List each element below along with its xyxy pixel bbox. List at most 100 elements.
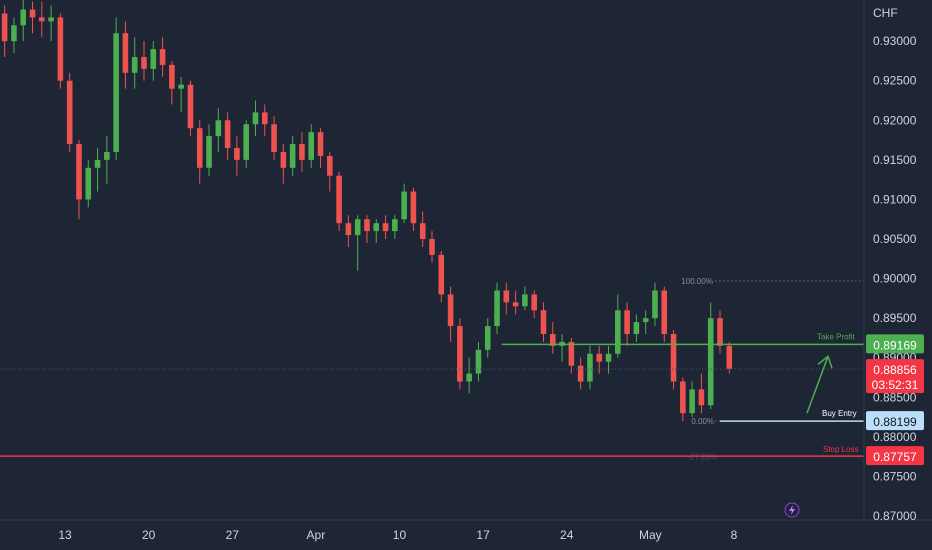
candle-body: [261, 112, 268, 125]
candle-body: [419, 223, 426, 240]
price-tick-label: 0.92500: [873, 74, 917, 88]
candle-body: [652, 290, 658, 319]
candle: [308, 124, 315, 168]
candle-body: [522, 294, 528, 307]
candle-body: [104, 151, 110, 160]
candle: [680, 377, 686, 422]
price-tick-label: 0.93000: [873, 34, 917, 48]
candle: [252, 100, 259, 137]
candle-body: [178, 84, 184, 89]
price-tick-label: 0.87000: [873, 509, 917, 523]
candle-body: [615, 310, 621, 354]
candle: [336, 171, 342, 232]
current-price-tag-text: 0.88856: [873, 363, 917, 377]
candle: [20, 0, 27, 42]
candle-body: [457, 326, 463, 382]
candle: [169, 60, 175, 105]
candle: [317, 128, 324, 168]
time-tick-label: 24: [560, 528, 574, 542]
candle-body: [299, 144, 305, 160]
candle: [29, 1, 36, 34]
candle-body: [11, 25, 17, 42]
candle: [503, 282, 510, 315]
price-tick-label: 0.91000: [873, 192, 917, 206]
candle: [494, 282, 500, 335]
candle-body: [494, 290, 500, 327]
candle: [150, 41, 157, 81]
candle-body: [475, 349, 482, 374]
candle: [419, 211, 426, 247]
candle: [484, 318, 491, 358]
candle: [196, 120, 203, 184]
candle-body: [401, 191, 407, 220]
candle-body: [410, 191, 417, 224]
take-profit-label: Take Profit: [817, 332, 856, 341]
candle-body: [596, 353, 603, 362]
candle-body: [429, 239, 435, 255]
candle: [104, 136, 110, 184]
candle-body: [689, 389, 695, 414]
buy-entry-tag-bg: [866, 411, 924, 431]
candle-body: [336, 175, 342, 224]
arrow-head: [817, 355, 833, 369]
candle-body: [577, 365, 584, 382]
candle: [577, 357, 584, 390]
candle-body: [503, 290, 510, 303]
candle: [457, 318, 463, 390]
currency-label: CHF: [873, 6, 898, 20]
candle: [438, 250, 445, 303]
candle-body: [289, 144, 296, 168]
candle: [76, 140, 82, 220]
candle: [354, 215, 361, 271]
candle: [94, 148, 101, 192]
candle: [48, 5, 54, 42]
take-profit-tag: 0.89169: [866, 334, 924, 354]
candle-body: [150, 49, 157, 69]
candle: [698, 373, 705, 414]
candle-body: [642, 318, 649, 323]
stop-loss-label: Stop Loss: [823, 445, 859, 454]
candle-body: [215, 120, 222, 137]
current-price-tag-bg: [866, 359, 924, 394]
candle: [596, 345, 603, 374]
candle: [670, 330, 677, 390]
candle-body: [308, 132, 315, 160]
candle: [243, 120, 249, 168]
candle: [178, 76, 184, 113]
candle-body: [382, 223, 389, 232]
stop-loss-tag-bg: [866, 446, 924, 466]
candle: [587, 345, 593, 390]
candle-body: [466, 373, 472, 382]
candle-body: [66, 80, 73, 145]
candle: [410, 187, 417, 232]
levels-layer: 100.00% 0.00% -27.20% Take Profit Buy Entry S…: [0, 277, 864, 462]
time-axis[interactable]: 13 20 27 Apr 10 17 24 May 8: [58, 528, 737, 542]
candle-body: [196, 128, 203, 168]
price-axis[interactable]: 0.93000 0.92500 0.92000 0.91500 0.91000 0.905…: [873, 34, 917, 523]
candle: [206, 124, 212, 176]
lightning-icon[interactable]: [784, 502, 800, 518]
candle: [345, 215, 352, 247]
candle-body: [280, 151, 287, 168]
candle: [531, 290, 537, 319]
time-tick-label: Apr: [307, 528, 326, 542]
candle-body: [364, 219, 370, 232]
candle: [261, 104, 268, 137]
candle: [717, 310, 723, 354]
candle-body: [76, 144, 82, 200]
time-tick-label: 27: [226, 528, 240, 542]
candle-body: [224, 120, 231, 149]
price-tick-label: 0.91500: [873, 153, 917, 167]
target-arrow: [806, 355, 833, 414]
candle-body: [707, 318, 714, 406]
candle-body: [252, 112, 259, 125]
candle-body: [1, 13, 8, 42]
time-tick-label: 17: [476, 528, 490, 542]
candle: [187, 80, 194, 137]
stop-loss-tag: 0.87757: [866, 446, 924, 466]
candle-body: [131, 56, 138, 73]
candle-body: [243, 124, 249, 160]
candle: [280, 144, 287, 184]
